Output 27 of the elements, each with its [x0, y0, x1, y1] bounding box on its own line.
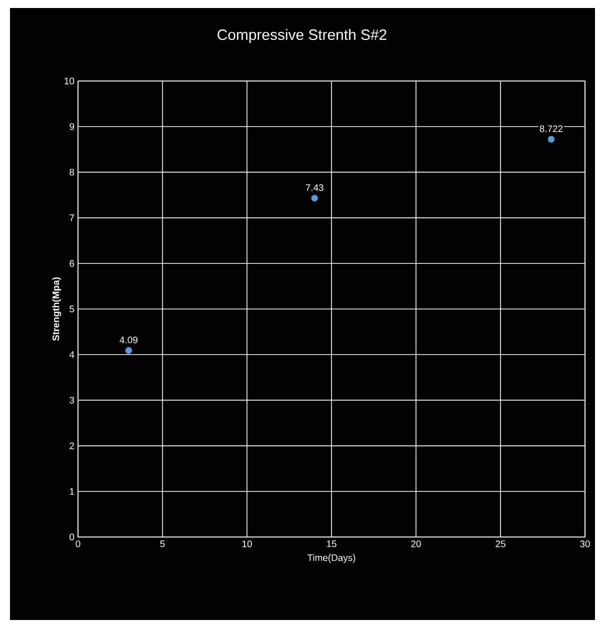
point — [548, 136, 555, 143]
x-tick-label: 15 — [326, 540, 336, 548]
point — [125, 347, 132, 354]
y-tick-label: 5 — [70, 306, 74, 312]
y-tick-label: 3 — [70, 396, 74, 404]
y-tick-label: 7 — [70, 214, 74, 222]
x-tick-label: 20 — [411, 540, 421, 548]
x-tick-label: 10 — [242, 540, 252, 548]
data-label: 8.722 — [540, 125, 563, 132]
y-tick-label: 2 — [70, 442, 74, 450]
y-tick-label: 9 — [70, 123, 74, 130]
y-tick-label: 0 — [70, 534, 74, 540]
point — [311, 194, 318, 202]
y-tick-label: 4 — [69, 351, 74, 358]
data-label: 7.43 — [306, 184, 324, 191]
x-axis-title: Time(Days) — [307, 554, 356, 563]
x-tick-label: 0 — [76, 540, 80, 548]
y-tick-label: 8 — [70, 168, 74, 176]
x-tick-label: 5 — [160, 540, 165, 548]
y-axis-title: Strength(Mpa) — [52, 277, 62, 341]
y-tick-label: 6 — [70, 260, 74, 267]
x-tick-label: 25 — [496, 540, 506, 548]
data-label: 4.09 — [120, 336, 138, 344]
chart-title: Compressive Strenth S#2 — [218, 29, 386, 43]
y-tick-label: 1 — [70, 488, 74, 495]
y-tick-label: 10 — [64, 78, 74, 84]
x-tick-label: 30 — [580, 540, 590, 548]
